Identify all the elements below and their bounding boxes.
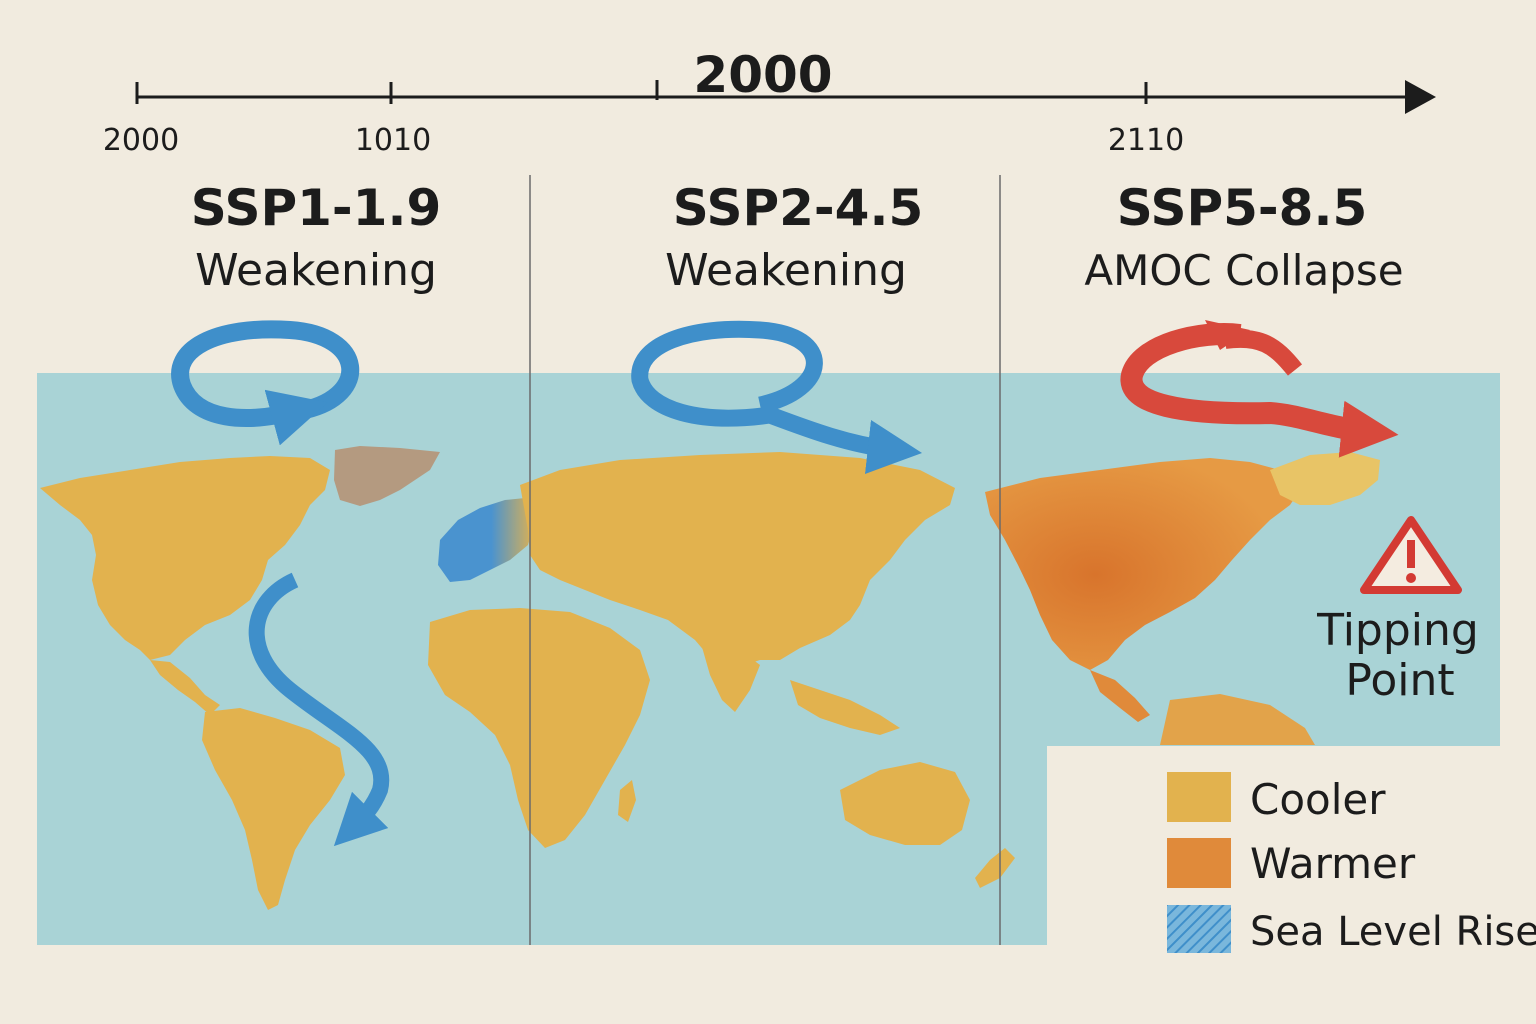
scenario-title: SSP2-4.5	[673, 179, 924, 237]
current-loop-ssp2	[631, 320, 923, 475]
tipping-point-label: Point	[1345, 655, 1454, 706]
legend-panel	[1047, 746, 1536, 1024]
scenario-subtitle: Weakening	[195, 245, 437, 296]
tipping-point-label: Tipping	[1316, 605, 1479, 656]
scenario-title: SSP5-8.5	[1117, 179, 1368, 237]
timeline-tick-label: 2000	[103, 123, 179, 158]
legend-label-sea-level: Sea Level Rise	[1250, 909, 1536, 955]
atlantic-current-arrow-icon	[248, 572, 390, 847]
north-america	[40, 456, 330, 660]
legend-label-warmer: Warmer	[1250, 839, 1416, 888]
legend-label-cooler: Cooler	[1250, 775, 1386, 824]
greenland	[334, 446, 440, 506]
collapse-arrow-head-icon	[1205, 320, 1250, 350]
scenario-header-2: SSP2-4.5 Weakening	[665, 179, 923, 296]
australia	[840, 762, 970, 845]
timeline-tick-label: 1010	[355, 123, 431, 158]
current-loop-ssp5	[1120, 320, 1399, 458]
southeast-asia	[790, 680, 900, 735]
warning-exclamation	[1407, 540, 1415, 568]
greenland-right	[1270, 452, 1380, 505]
legend-swatch-warmer	[1167, 838, 1231, 888]
timeline-arrow-icon	[1405, 80, 1436, 114]
tipping-point-warning: Tipping Point	[1316, 516, 1479, 706]
current-s-ssp1	[248, 572, 390, 847]
current-loop-ssp1	[171, 320, 360, 446]
legend: Cooler Warmer Sea Level Rise	[1047, 746, 1536, 1024]
south-america-right	[1160, 694, 1315, 745]
india	[700, 640, 760, 712]
legend-swatch-cooler	[1167, 772, 1231, 822]
africa	[428, 608, 650, 848]
new-zealand	[975, 848, 1015, 888]
timeline-tick-label: 2110	[1108, 123, 1184, 158]
warning-exclamation-dot	[1406, 573, 1416, 583]
scenario-title: SSP1-1.9	[191, 179, 442, 237]
europe-cooling-region	[438, 498, 535, 582]
scenario-subtitle: AMOC Collapse	[1084, 246, 1403, 295]
scenario-header-3: SSP5-8.5 AMOC Collapse	[1084, 179, 1403, 295]
timeline-center-label: 2000	[693, 46, 832, 104]
south-america	[202, 708, 345, 910]
scenario-subtitle: Weakening	[665, 245, 907, 296]
circulation-loop-arrow-icon	[171, 320, 360, 446]
central-america-right	[1090, 670, 1150, 722]
weakening-loop-arrow-icon	[631, 320, 923, 475]
eurasia	[520, 452, 955, 668]
north-america-warming-region	[985, 458, 1300, 670]
scenario-header-1: SSP1-1.9 Weakening	[191, 179, 442, 296]
madagascar	[618, 780, 636, 822]
collapse-loop-segment	[1223, 329, 1303, 376]
world-map	[40, 446, 1380, 910]
collapse-arrow-icon	[1120, 323, 1399, 458]
timeline: 2000 2000 1010 2110	[103, 46, 1436, 158]
legend-swatch-sea-level	[1167, 905, 1231, 953]
central-america	[150, 660, 220, 715]
